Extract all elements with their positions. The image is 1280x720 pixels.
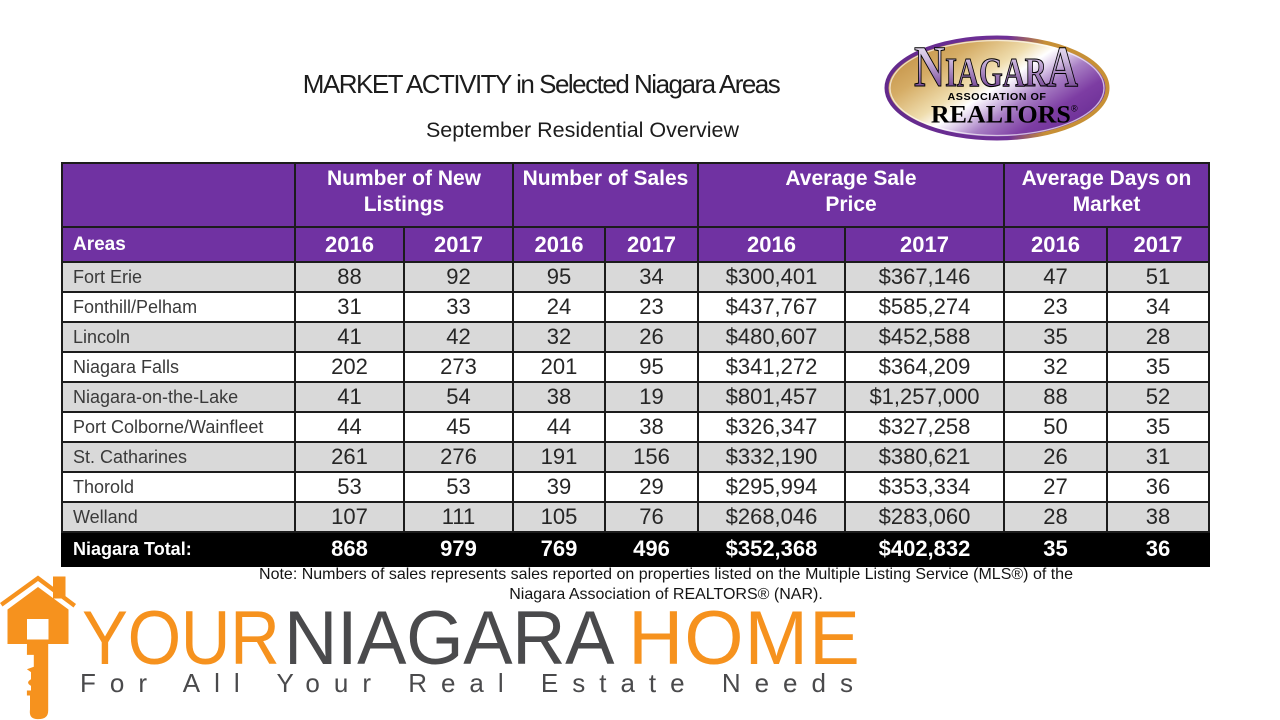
svg-text:®: ® (1071, 104, 1078, 114)
svg-text:ASSOCIATION OF: ASSOCIATION OF (948, 92, 1047, 103)
svg-text:REALTORS: REALTORS (931, 99, 1071, 128)
